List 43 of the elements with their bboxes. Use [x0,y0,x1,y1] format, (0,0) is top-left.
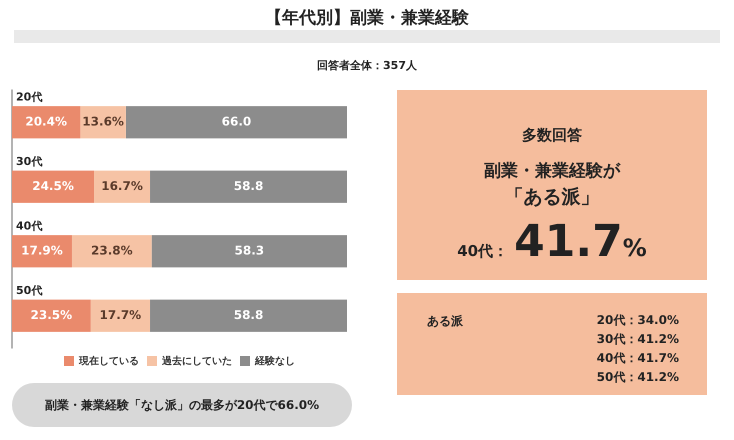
legend-label: 経験なし [254,354,295,367]
bar [150,170,347,203]
chart-title: 【年代別】副業・兼業経験 [264,7,470,29]
bar [72,235,152,268]
data-label: 17.9% [21,243,63,258]
text: 40代：41.7% [596,350,679,367]
data-label: 16.7% [101,178,143,193]
data-label: 24.5% [32,178,74,193]
text: 副業・兼業経験「なし派」の最多が20代で66.0% [12,383,352,427]
data-label: 20.4% [25,114,67,128]
data-label: 23.8% [91,243,133,258]
bar [12,106,80,138]
bar [90,300,150,332]
bar [150,300,347,332]
bar [94,170,150,203]
y-tick-label: 40代 [16,219,42,232]
data-label: 58.3 [234,243,264,258]
data-label: 13.6% [82,114,124,128]
text: 41.7% [514,216,647,267]
chart-subtitle: 回答者全体：357人 [316,58,418,73]
data-label: 58.8 [234,178,264,193]
text: 20代：34.0% [596,312,679,329]
text: 多数回答 [521,126,583,145]
y-tick-label: 20代 [16,90,42,104]
text: ある派 [427,313,463,330]
bar [12,170,94,203]
text: 40代： [457,242,508,261]
text: 30代：41.2% [596,331,679,348]
text: 「ある派」 [504,185,600,210]
bar [152,235,347,268]
text: 副業・兼業経験が [483,160,622,182]
data-label: 66.0 [222,114,252,128]
data-label: 17.7% [100,308,142,322]
data-label: 23.5% [30,308,72,322]
data-label: 58.8 [234,308,264,322]
text: 50代：41.2% [596,369,679,386]
y-tick-label: 50代 [16,284,42,297]
bar [12,300,91,332]
y-tick-label: 30代 [16,154,42,168]
bar [126,106,347,138]
bar [12,235,72,268]
legend-label: 過去にしていた [161,354,232,367]
legend-label: 現在している [78,354,139,367]
